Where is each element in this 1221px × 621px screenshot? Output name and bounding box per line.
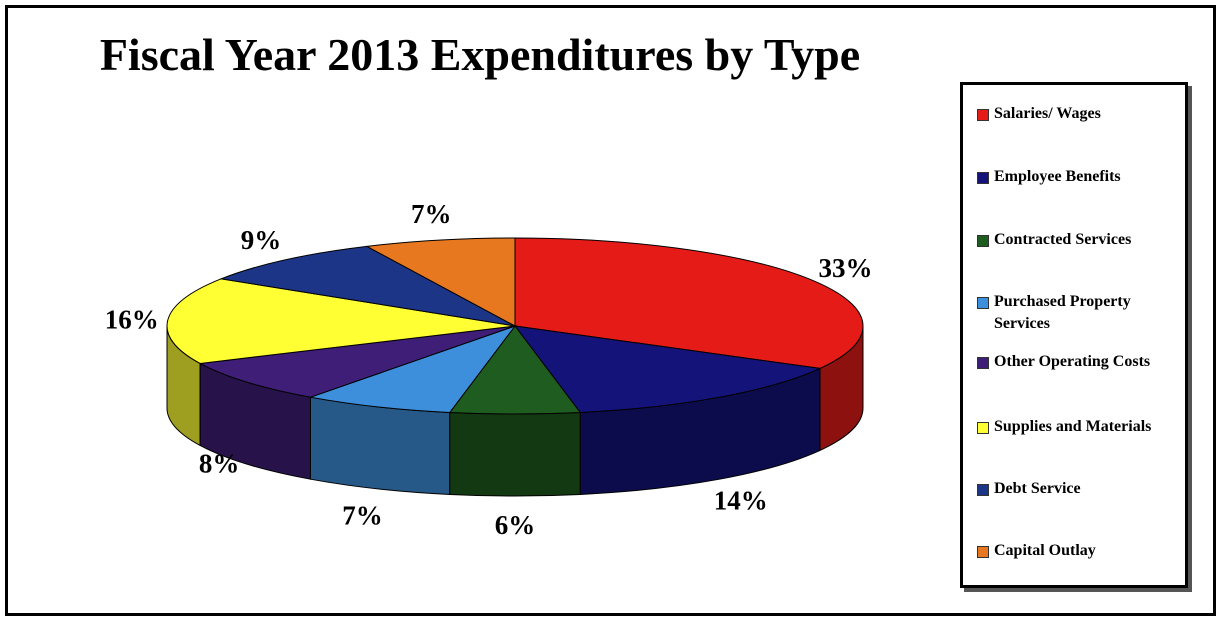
chart-title: Fiscal Year 2013 Expenditures by Type bbox=[99, 29, 861, 80]
legend-item-contracted-services: Contracted Services bbox=[977, 229, 1183, 251]
legend-item-capital-outlay: Capital Outlay bbox=[977, 540, 1183, 562]
legend-swatch bbox=[977, 109, 989, 121]
pct-label-employee-benefits: 14% bbox=[714, 485, 768, 515]
legend-swatch bbox=[977, 422, 989, 434]
pct-label-salaries-wages: 33% bbox=[819, 253, 873, 283]
pct-label-other-operating-costs: 8% bbox=[199, 449, 240, 479]
pct-label-capital-outlay: 7% bbox=[411, 199, 452, 229]
pie-slice-contracted-services bbox=[448, 325, 582, 415]
pie-slice-salaries-wages bbox=[514, 237, 864, 369]
legend-label: Other Operating Costs bbox=[994, 353, 1151, 370]
legend-swatch bbox=[977, 235, 989, 247]
legend-item-other-operating-costs: Other Operating Costs bbox=[977, 351, 1183, 373]
legend-label: Purchased Property Services bbox=[994, 293, 1131, 332]
legend-swatch bbox=[977, 297, 989, 309]
legend-label: Contracted Services bbox=[994, 231, 1132, 248]
pie-slice-supplies-and-materials bbox=[166, 278, 516, 364]
legend-item-debt-service: Debt Service bbox=[977, 478, 1183, 500]
legend-swatch bbox=[977, 546, 989, 558]
legend-item-employee-benefits: Employee Benefits bbox=[977, 166, 1183, 188]
legend-label: Supplies and Materials bbox=[994, 418, 1152, 435]
legend-label: Employee Benefits bbox=[994, 168, 1121, 185]
legend-label: Capital Outlay bbox=[994, 542, 1096, 559]
pct-label-contracted-services: 6% bbox=[495, 510, 536, 540]
legend-swatch bbox=[977, 357, 989, 369]
pie-slice-purchased-property-services bbox=[308, 324, 517, 413]
legend-label: Debt Service bbox=[994, 480, 1081, 497]
pie-slice-employee-benefits bbox=[513, 325, 822, 413]
pct-label-debt-service: 9% bbox=[241, 225, 282, 255]
legend-swatch bbox=[977, 484, 989, 496]
legend-label: Salaries/ Wages bbox=[994, 105, 1101, 122]
legend-swatch bbox=[977, 172, 989, 184]
legend: Salaries/ Wages Employee Benefits Contract… bbox=[960, 82, 1188, 588]
pie-slice-capital-outlay bbox=[365, 237, 516, 327]
pie-slice-debt-service bbox=[219, 245, 516, 327]
pie-chart: 33% 14% 6% 7% 8% 16% 9% 7% bbox=[105, 199, 873, 540]
legend-item-supplies-and-materials: Supplies and Materials bbox=[977, 416, 1183, 438]
pct-label-purchased-property-services: 7% bbox=[342, 500, 383, 530]
legend-item-salaries-wages: Salaries/ Wages bbox=[977, 103, 1183, 125]
pie-side-contracted-services bbox=[449, 411, 581, 497]
pct-label-supplies-and-materials: 16% bbox=[105, 305, 159, 335]
legend-item-purchased-property-services: Purchased Property Services bbox=[977, 291, 1183, 335]
pie-slice-other-operating-costs bbox=[198, 325, 516, 398]
pie-side-purchased-property-services bbox=[309, 396, 451, 495]
